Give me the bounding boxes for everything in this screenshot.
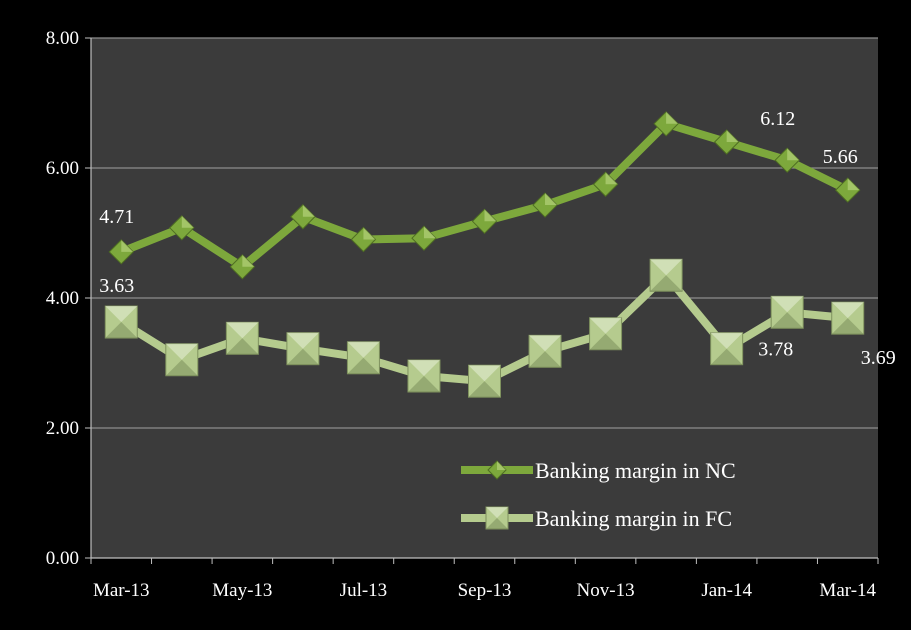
- data-label: 3.63: [99, 275, 134, 297]
- y-tick-label: 6.00: [46, 158, 79, 179]
- marker-highlight: [121, 239, 134, 252]
- marker-highlight: [787, 148, 800, 161]
- x-tick-label: Mar-13: [93, 580, 150, 601]
- y-axis-ticks: 0.00 2.00 4.00 6.00 8.00: [46, 28, 91, 569]
- marker-highlight: [407, 360, 440, 376]
- y-tick-label: 4.00: [46, 288, 79, 309]
- marker-highlight: [181, 215, 194, 228]
- data-label: 4.71: [99, 206, 134, 228]
- marker-highlight: [666, 111, 679, 124]
- marker-shade: [529, 351, 562, 368]
- x-tick-label: May-13: [212, 580, 272, 601]
- marker-highlight: [468, 365, 501, 382]
- marker-shade: [347, 357, 380, 374]
- marker-highlight: [484, 209, 497, 222]
- marker-highlight: [605, 172, 618, 185]
- marker-shade: [407, 376, 440, 392]
- marker-shade: [486, 518, 508, 529]
- marker-highlight: [589, 317, 622, 334]
- marker-shade: [710, 348, 743, 365]
- marker-shade: [286, 348, 319, 365]
- data-labels: 4.71 6.12 5.66 3.63 3.78 3.69: [99, 108, 895, 369]
- legend-label: Banking margin in FC: [535, 506, 732, 531]
- marker-highlight: [545, 193, 558, 206]
- marker-shade: [589, 333, 622, 350]
- marker-highlight: [347, 341, 380, 358]
- marker-highlight: [831, 302, 864, 319]
- data-label: 6.12: [760, 108, 795, 130]
- data-label: 5.66: [823, 146, 858, 168]
- marker-highlight: [302, 204, 315, 217]
- y-tick-label: 2.00: [46, 418, 79, 439]
- marker-shade: [650, 275, 683, 292]
- x-tick-label: Jan-14: [701, 580, 752, 601]
- x-tick-label: Mar-14: [819, 580, 876, 601]
- marker-highlight: [105, 306, 138, 323]
- marker-highlight: [486, 507, 508, 518]
- marker-highlight: [710, 332, 743, 349]
- marker-shade: [226, 338, 259, 355]
- y-tick-label: 8.00: [46, 28, 79, 49]
- x-tick-label: Jul-13: [340, 580, 388, 601]
- marker-highlight: [650, 259, 683, 276]
- data-label: 3.78: [758, 338, 793, 360]
- marker-highlight: [242, 254, 255, 267]
- x-tick-label: Nov-13: [577, 580, 635, 601]
- marker-shade: [165, 359, 198, 376]
- x-tick-label: Sep-13: [458, 580, 512, 601]
- marker-highlight: [226, 322, 259, 339]
- marker-highlight: [771, 296, 804, 313]
- marker-highlight: [363, 227, 376, 240]
- legend: Banking margin in NC Banking margin in FC: [461, 458, 736, 531]
- marker-highlight: [497, 461, 506, 470]
- marker-shade: [771, 312, 804, 329]
- legend-label: Banking margin in NC: [535, 458, 736, 483]
- marker-highlight: [165, 343, 198, 360]
- marker-shade: [831, 318, 864, 335]
- marker-highlight: [726, 130, 739, 142]
- marker-highlight: [286, 332, 319, 349]
- series-nc: [108, 111, 861, 280]
- marker-highlight: [423, 226, 436, 239]
- marker-highlight: [847, 178, 860, 191]
- marker-shade: [105, 322, 138, 339]
- data-label: 3.69: [861, 347, 896, 369]
- marker-shade: [468, 381, 501, 398]
- series-fc: [104, 258, 865, 398]
- y-tick-label: 0.00: [46, 548, 79, 569]
- marker-highlight: [529, 335, 562, 352]
- gridlines: [91, 37, 878, 429]
- x-axis-ticks: Mar-13 May-13 Jul-13 Sep-13 Nov-13 Jan-14 Mar-…: [90, 558, 879, 601]
- series-group: [104, 111, 865, 398]
